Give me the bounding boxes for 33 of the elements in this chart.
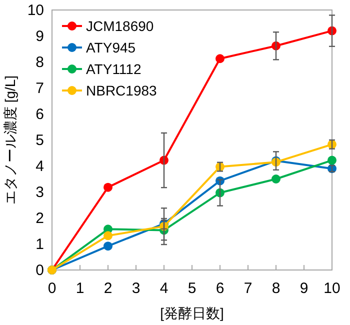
y-tick-label: 10 xyxy=(27,2,44,19)
x-tick-label: 0 xyxy=(48,280,56,297)
y-tick-label: 1 xyxy=(36,236,44,253)
point xyxy=(104,182,112,192)
y-tick-label: 4 xyxy=(36,158,44,175)
point xyxy=(216,54,224,64)
legend-label: ATY945 xyxy=(86,40,136,56)
legend-label: NBRC1983 xyxy=(86,82,158,98)
point xyxy=(272,174,280,184)
y-tick-label: 7 xyxy=(36,80,44,97)
y-tick-label: 5 xyxy=(36,132,44,149)
x-axis-title: [発酵日数] xyxy=(160,305,224,321)
x-tick-label: 8 xyxy=(272,280,280,297)
legend-label: ATY1112 xyxy=(86,61,142,77)
y-axis-title: エタノール濃度 [g/L] xyxy=(2,75,18,205)
point xyxy=(104,242,112,251)
x-tick-label: 3 xyxy=(132,280,140,297)
x-tick-label: 6 xyxy=(216,280,224,297)
x-tick-label: 9 xyxy=(300,280,308,297)
y-tick-label: 0 xyxy=(36,262,44,279)
y-tick-label: 6 xyxy=(36,106,44,123)
y-tick-label: 9 xyxy=(36,28,44,45)
y-tick-label: 8 xyxy=(36,54,44,71)
y-tick-label: 3 xyxy=(36,184,44,201)
x-tick-label: 1 xyxy=(76,280,84,297)
y-tick-label: 2 xyxy=(36,210,44,227)
x-tick-label: 4 xyxy=(160,280,168,297)
x-tick-label: 2 xyxy=(104,280,112,297)
legend-label: JCM18690 xyxy=(86,18,154,34)
x-tick-label: 5 xyxy=(188,280,196,297)
point xyxy=(104,231,112,240)
x-tick-label: 10 xyxy=(324,280,340,297)
x-tick-label: 7 xyxy=(244,280,252,297)
